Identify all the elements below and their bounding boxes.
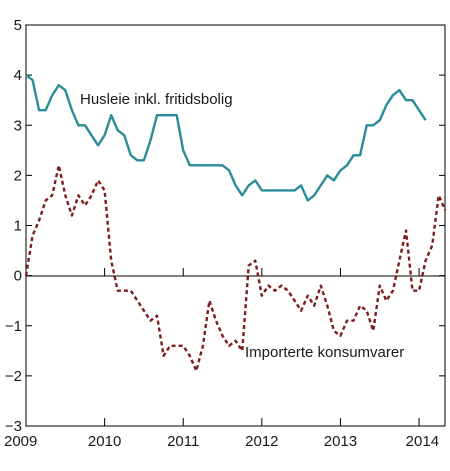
x-tick-label: 2011 xyxy=(167,433,199,450)
y-tick-label: 1 xyxy=(14,218,22,235)
y-tick-label: 3 xyxy=(14,117,22,134)
x-tick-label: 2013 xyxy=(324,433,357,450)
series-layer xyxy=(24,74,447,373)
series-label-importerte: Importerte konsumvarer xyxy=(245,344,404,361)
x-tick-label: 2014 xyxy=(406,433,439,450)
y-axis: 5 4 3 2 1 0 −1 −2 −3 xyxy=(5,17,445,435)
x-tick-label: 2009 xyxy=(4,433,37,450)
y-tick-label: 2 xyxy=(14,167,22,184)
x-tick-label: 2010 xyxy=(88,433,121,450)
y-tick-label: −3 xyxy=(5,418,22,435)
y-tick-label: −1 xyxy=(5,318,22,335)
x-axis: 2009 2010 2011 2012 2013 2014 xyxy=(4,268,439,450)
x-tick-label: 2012 xyxy=(245,433,278,450)
series-line-husleie xyxy=(25,74,427,202)
series-label-husleie: Husleie inkl. fritidsbolig xyxy=(80,91,233,108)
plot-frame xyxy=(25,24,446,427)
y-tick-label: 4 xyxy=(14,67,22,84)
y-tick-label: 5 xyxy=(14,17,22,34)
y-tick-label: 0 xyxy=(14,268,22,285)
series-line-importerte xyxy=(24,164,447,373)
y-tick-label: −2 xyxy=(5,368,22,385)
